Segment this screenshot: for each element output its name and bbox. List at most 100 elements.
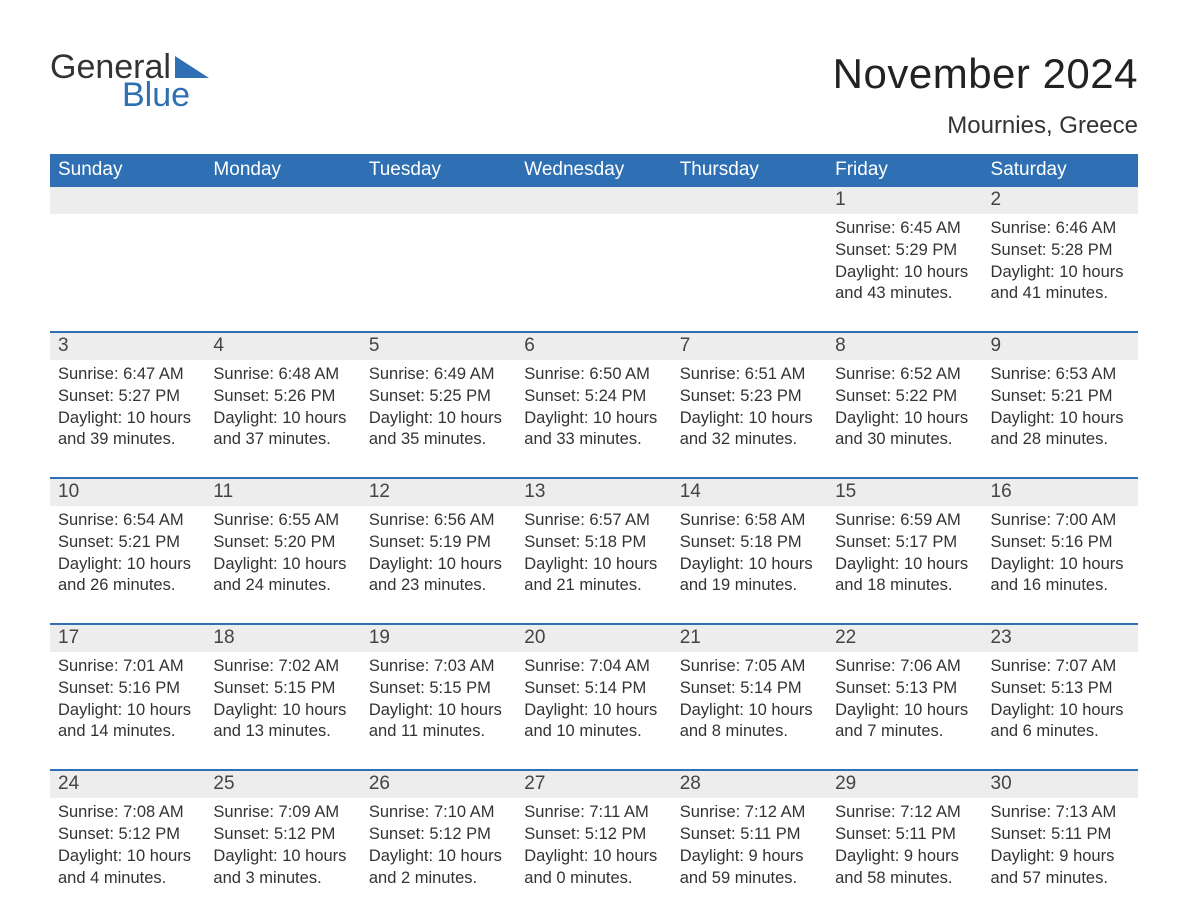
day-number: 10 (50, 479, 205, 506)
sunset-text: Sunset: 5:11 PM (991, 824, 1130, 846)
sunrise-text: Sunrise: 6:50 AM (524, 364, 663, 386)
sunset-text: Sunset: 5:14 PM (524, 678, 663, 700)
calendar-day: 24Sunrise: 7:08 AMSunset: 5:12 PMDayligh… (50, 771, 205, 897)
calendar-day: 6Sunrise: 6:50 AMSunset: 5:24 PMDaylight… (516, 333, 671, 459)
daylight-text: Daylight: 10 hours and 18 minutes. (835, 554, 974, 598)
calendar-day: 12Sunrise: 6:56 AMSunset: 5:19 PMDayligh… (361, 479, 516, 605)
sunset-text: Sunset: 5:28 PM (991, 240, 1130, 262)
logo: General Blue (50, 50, 209, 112)
calendar-day: 2Sunrise: 6:46 AMSunset: 5:28 PMDaylight… (983, 187, 1138, 313)
sunrise-text: Sunrise: 7:09 AM (213, 802, 352, 824)
calendar-week: 3 Sunrise: 6:47 AMSunset: 5:27 PM Daylight… (50, 331, 1138, 459)
sunset-text: Sunset: 5:18 PM (524, 532, 663, 554)
day-number: 13 (516, 479, 671, 506)
day-number: 3 (50, 333, 205, 360)
calendar-week: 1Sunrise: 6:45 AMSunset: 5:29 PMDaylight… (50, 187, 1138, 313)
daylight-text: Daylight: 10 hours and 13 minutes. (213, 700, 352, 744)
sunrise-text: Sunrise: 6:48 AM (213, 364, 352, 386)
day-number: 5 (361, 333, 516, 360)
day-details: Sunrise: 7:06 AMSunset: 5:13 PMDaylight:… (827, 652, 982, 743)
dow-wednesday: Wednesday (516, 154, 671, 187)
sunrise-text: Sunrise: 6:53 AM (991, 364, 1130, 386)
day-details: Sunrise: 6:52 AMSunset: 5:22 PMDaylight:… (827, 360, 982, 451)
sunrise-text: Sunrise: 7:13 AM (991, 802, 1130, 824)
sunset-text: Sunset: 5:17 PM (835, 532, 974, 554)
sunset-text: Sunset: 5:20 PM (213, 532, 352, 554)
daylight-text: Daylight: 10 hours and 23 minutes. (369, 554, 508, 598)
day-details: Sunrise: 6:51 AMSunset: 5:23 PMDaylight:… (672, 360, 827, 451)
dow-friday: Friday (827, 154, 982, 187)
dow-header-row: Sunday Monday Tuesday Wednesday Thursday… (50, 154, 1138, 187)
calendar-day: 4Sunrise: 6:48 AMSunset: 5:26 PMDaylight… (205, 333, 360, 459)
daylight-text: Daylight: 10 hours and 26 minutes. (58, 554, 197, 598)
logo-word-2: Blue (122, 78, 209, 112)
day-details: Sunrise: 6:58 AMSunset: 5:18 PMDaylight:… (672, 506, 827, 597)
dow-sunday: Sunday (50, 154, 205, 187)
page-title: November 2024 (833, 50, 1138, 98)
daylight-text: Daylight: 9 hours and 59 minutes. (680, 846, 819, 890)
sunrise-text: Sunrise: 6:51 AM (680, 364, 819, 386)
location-label: Mournies, Greece (833, 112, 1138, 140)
sunset-text: Sunset: 5:13 PM (835, 678, 974, 700)
day-number: 12 (361, 479, 516, 506)
calendar-day: 10Sunrise: 6:54 AMSunset: 5:21 PMDayligh… (50, 479, 205, 605)
sunrise-text: Sunrise: 7:04 AM (524, 656, 663, 678)
sunset-text: Sunset: 5:12 PM (369, 824, 508, 846)
calendar-day: 7Sunrise: 6:51 AMSunset: 5:23 PMDaylight… (672, 333, 827, 459)
daylight-text: Daylight: 10 hours and 8 minutes. (680, 700, 819, 744)
day-number: 25 (205, 771, 360, 798)
day-number: 17 (50, 625, 205, 652)
calendar-day: 15Sunrise: 6:59 AMSunset: 5:17 PMDayligh… (827, 479, 982, 605)
calendar-day: 22Sunrise: 7:06 AMSunset: 5:13 PMDayligh… (827, 625, 982, 751)
day-details: Sunrise: 7:04 AMSunset: 5:14 PMDaylight:… (516, 652, 671, 743)
sunset-text: Sunset: 5:12 PM (58, 824, 197, 846)
calendar-day: 26Sunrise: 7:10 AMSunset: 5:12 PMDayligh… (361, 771, 516, 897)
day-details: Sunrise: 6:49 AMSunset: 5:25 PMDaylight:… (361, 360, 516, 451)
day-number (672, 187, 827, 214)
sunset-text: Sunset: 5:12 PM (213, 824, 352, 846)
daylight-text: Daylight: 10 hours and 28 minutes. (991, 408, 1130, 452)
day-number: 30 (983, 771, 1138, 798)
sunset-text: Sunset: 5:15 PM (369, 678, 508, 700)
calendar-day (50, 187, 205, 313)
sunset-text: Sunset: 5:16 PM (58, 678, 197, 700)
day-details: Sunrise: 6:48 AMSunset: 5:26 PMDaylight:… (205, 360, 360, 451)
day-details: Sunrise: 7:12 AMSunset: 5:11 PMDaylight:… (827, 798, 982, 889)
day-details: Sunrise: 7:13 AMSunset: 5:11 PMDaylight:… (983, 798, 1138, 889)
daylight-text: Daylight: 10 hours and 37 minutes. (213, 408, 352, 452)
daylight-text: Daylight: 10 hours and 33 minutes. (524, 408, 663, 452)
day-number: 18 (205, 625, 360, 652)
sunset-text: Sunset: 5:22 PM (835, 386, 974, 408)
day-number (516, 187, 671, 214)
sunrise-text: Sunrise: 7:00 AM (991, 510, 1130, 532)
sunrise-text: Sunrise: 6:54 AM (58, 510, 197, 532)
header: General Blue November 2024 Mournies, Gre… (50, 50, 1138, 140)
sunrise-text: Sunrise: 7:12 AM (835, 802, 974, 824)
calendar-day: 14Sunrise: 6:58 AMSunset: 5:18 PMDayligh… (672, 479, 827, 605)
day-details: Sunrise: 7:08 AMSunset: 5:12 PMDaylight:… (50, 798, 205, 889)
sunset-text: Sunset: 5:27 PM (58, 386, 197, 408)
day-number (205, 187, 360, 214)
sunrise-text: Sunrise: 7:03 AM (369, 656, 508, 678)
calendar-day: 13Sunrise: 6:57 AMSunset: 5:18 PMDayligh… (516, 479, 671, 605)
day-number (50, 187, 205, 214)
day-details: Sunrise: 6:53 AMSunset: 5:21 PMDaylight:… (983, 360, 1138, 451)
calendar-day: 3Sunrise: 6:47 AMSunset: 5:27 PMDaylight… (50, 333, 205, 459)
daylight-text: Daylight: 10 hours and 19 minutes. (680, 554, 819, 598)
calendar-day (205, 187, 360, 313)
sunrise-text: Sunrise: 6:57 AM (524, 510, 663, 532)
sunrise-text: Sunrise: 6:58 AM (680, 510, 819, 532)
sunrise-text: Sunrise: 6:47 AM (58, 364, 197, 386)
sunset-text: Sunset: 5:19 PM (369, 532, 508, 554)
day-number: 16 (983, 479, 1138, 506)
daylight-text: Daylight: 10 hours and 14 minutes. (58, 700, 197, 744)
day-number: 2 (983, 187, 1138, 214)
day-details: Sunrise: 6:46 AMSunset: 5:28 PMDaylight:… (983, 214, 1138, 305)
calendar-day: 17Sunrise: 7:01 AMSunset: 5:16 PMDayligh… (50, 625, 205, 751)
day-number: 22 (827, 625, 982, 652)
sunset-text: Sunset: 5:25 PM (369, 386, 508, 408)
sunset-text: Sunset: 5:26 PM (213, 386, 352, 408)
sunrise-text: Sunrise: 7:05 AM (680, 656, 819, 678)
sunset-text: Sunset: 5:12 PM (524, 824, 663, 846)
title-block: November 2024 Mournies, Greece (833, 50, 1138, 140)
